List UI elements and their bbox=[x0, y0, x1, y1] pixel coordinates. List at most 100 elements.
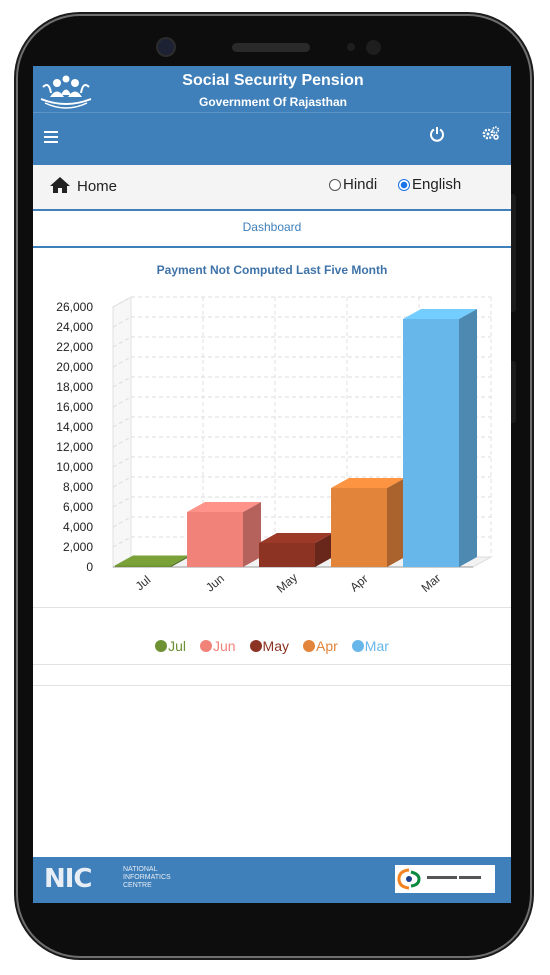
grid-line bbox=[112, 296, 132, 308]
y-tick-label: 8,000 bbox=[63, 480, 93, 494]
x-tick-label: Apr bbox=[347, 572, 370, 595]
grid-line bbox=[112, 476, 132, 488]
home-link[interactable]: Home bbox=[77, 178, 118, 195]
grid-line bbox=[112, 376, 132, 388]
y-tick-label: 18,000 bbox=[56, 380, 93, 394]
nic-logo: NIC bbox=[44, 864, 93, 894]
legend-label: Mar bbox=[364, 638, 389, 654]
bar-jul bbox=[115, 565, 171, 567]
y-tick-label: 20,000 bbox=[56, 360, 93, 374]
grid-line bbox=[112, 316, 132, 328]
chart-title: Payment Not Computed Last Five Month bbox=[156, 263, 388, 277]
bar-chart: 0 2,000 4,000 6,000 8,000 10,000 12,000 14,000 1… bbox=[56, 296, 493, 596]
legend-marker bbox=[199, 640, 212, 652]
language-option-english[interactable]: English bbox=[398, 176, 461, 193]
language-option-hindi[interactable]: Hindi bbox=[329, 176, 377, 193]
bar-side bbox=[243, 502, 261, 567]
volume-button bbox=[511, 194, 516, 312]
y-tick-label: 10,000 bbox=[56, 460, 93, 474]
bar-mar bbox=[403, 319, 459, 567]
legend-label: Jun bbox=[212, 638, 236, 654]
x-tick-label: May bbox=[274, 570, 300, 595]
nic-full-name: NATIONAL INFORMATICS CENTRE bbox=[123, 866, 171, 890]
power-button bbox=[511, 361, 516, 423]
legend-item[interactable]: Mar bbox=[351, 638, 389, 654]
grid-line bbox=[112, 436, 132, 448]
y-tick-label: 6,000 bbox=[63, 500, 93, 514]
digital-india-logo bbox=[395, 865, 495, 893]
app-subtitle: Government Of Rajasthan bbox=[198, 95, 348, 109]
bar-jun bbox=[187, 512, 243, 567]
bar-side bbox=[315, 533, 333, 567]
bar-side bbox=[171, 555, 189, 567]
pension-logo-icon bbox=[40, 75, 92, 109]
front-camera bbox=[158, 39, 174, 55]
grid-line bbox=[112, 536, 132, 548]
home-icon[interactable] bbox=[49, 176, 71, 194]
y-tick-label: 22,000 bbox=[56, 340, 93, 354]
bar-top bbox=[331, 478, 405, 488]
bar-side bbox=[459, 309, 477, 567]
x-tick-label: Jul bbox=[133, 573, 154, 594]
legend-item[interactable]: Jul bbox=[155, 638, 186, 654]
x-tick-label: Mar bbox=[419, 571, 444, 595]
earpiece-speaker bbox=[232, 43, 310, 52]
y-tick-label: 16,000 bbox=[56, 400, 93, 414]
app-footer: NIC NATIONAL INFORMATICS CENTRE bbox=[33, 857, 511, 903]
legend-marker bbox=[303, 640, 315, 652]
legend-item[interactable]: May bbox=[249, 638, 289, 654]
legend-item[interactable]: Jun bbox=[199, 638, 236, 654]
divider bbox=[33, 607, 511, 608]
y-tick-label: 4,000 bbox=[63, 520, 93, 534]
bar-may bbox=[259, 543, 315, 567]
x-tick-label: Jun bbox=[203, 571, 227, 594]
legend-label: Jul bbox=[168, 638, 186, 654]
nic-line: NATIONAL bbox=[123, 866, 158, 873]
grid-line bbox=[112, 336, 132, 348]
navigation-bar: Home Hindi English bbox=[33, 165, 511, 211]
grid-line bbox=[112, 396, 132, 408]
nic-line: CENTRE bbox=[123, 882, 152, 889]
y-tick-label: 0 bbox=[86, 560, 93, 574]
grid-line bbox=[112, 456, 132, 468]
y-tick-label: 12,000 bbox=[56, 440, 93, 454]
light-sensor bbox=[366, 40, 381, 55]
legend-label: Apr bbox=[316, 638, 338, 654]
bar-side bbox=[387, 478, 405, 567]
grid-line bbox=[112, 356, 132, 368]
legend-item[interactable]: Apr bbox=[303, 638, 338, 654]
bar-top bbox=[259, 533, 333, 543]
bar-apr bbox=[331, 488, 387, 567]
nic-line: INFORMATICS bbox=[123, 874, 171, 881]
hindi-label: Hindi bbox=[343, 176, 378, 193]
legend-marker bbox=[249, 640, 262, 652]
y-tick-label: 26,000 bbox=[56, 300, 93, 314]
tab-dashboard[interactable]: Dashboard bbox=[33, 212, 511, 248]
grid-line bbox=[112, 516, 132, 528]
hindi-radio[interactable] bbox=[329, 178, 341, 191]
y-tick-label: 2,000 bbox=[63, 540, 93, 554]
divider bbox=[33, 685, 511, 686]
divider bbox=[33, 664, 511, 665]
english-radio[interactable] bbox=[398, 178, 410, 191]
app-toolbar bbox=[33, 112, 511, 165]
legend-marker bbox=[155, 640, 168, 652]
grid-line bbox=[112, 496, 132, 508]
hamburger-menu-icon[interactable] bbox=[44, 131, 58, 146]
bar-top bbox=[403, 309, 477, 319]
app-title: Social Security Pension bbox=[182, 72, 364, 89]
proximity-sensor bbox=[347, 43, 355, 51]
grid-line bbox=[112, 416, 132, 428]
app-screen: Social Security Pension Government Of Ra… bbox=[33, 66, 511, 903]
power-icon[interactable] bbox=[429, 126, 445, 142]
app-header: Social Security Pension Government Of Ra… bbox=[33, 66, 511, 112]
chart-side-wall bbox=[112, 296, 132, 568]
english-label: English bbox=[412, 176, 462, 193]
y-tick-label: 14,000 bbox=[56, 420, 93, 434]
gears-icon[interactable] bbox=[482, 125, 500, 141]
legend-marker bbox=[351, 640, 364, 652]
legend-label: May bbox=[262, 638, 289, 654]
y-tick-label: 24,000 bbox=[56, 320, 93, 334]
bar-top bbox=[187, 502, 261, 512]
bar-top bbox=[115, 555, 189, 566]
